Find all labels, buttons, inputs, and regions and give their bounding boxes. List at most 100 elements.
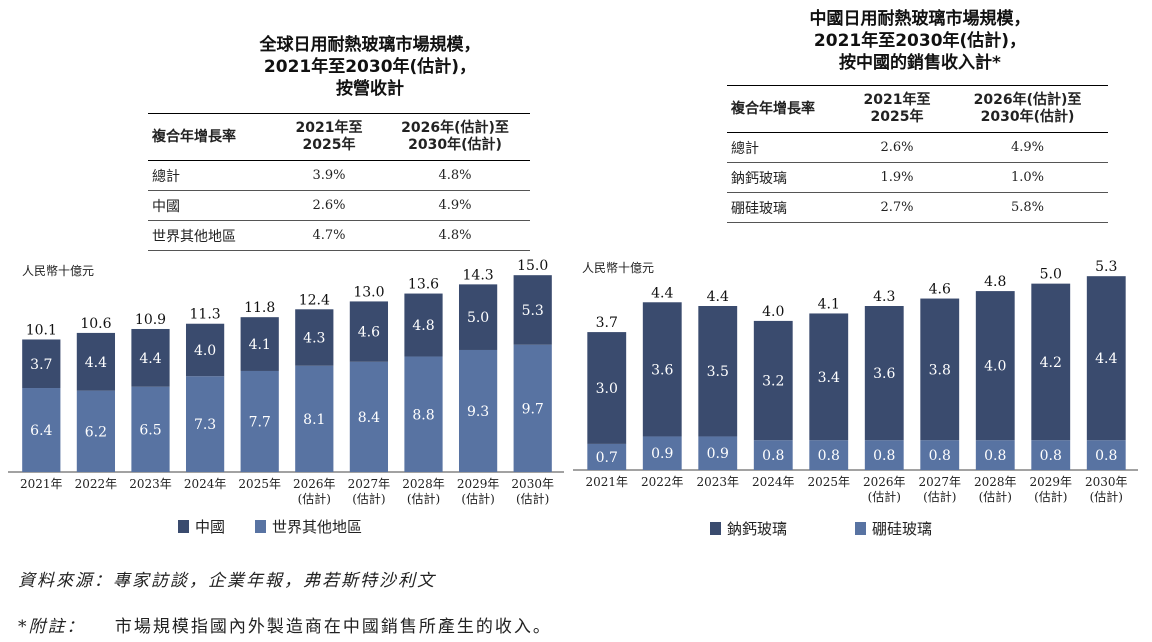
- total-label: 4.1: [818, 296, 840, 312]
- bar-segment-top: [1031, 283, 1071, 441]
- bar-segment-top: [22, 339, 61, 389]
- right-unit-label: 人民幣十億元: [582, 261, 655, 275]
- table-row: 硼硅玻璃 2.7% 5.8%: [727, 193, 1108, 223]
- legend-item-china: 中國: [178, 516, 225, 537]
- bar-segment-top: [864, 306, 904, 441]
- table-row: 鈉鈣玻璃 1.9% 1.0%: [727, 163, 1108, 193]
- data-label: 8.4: [358, 410, 380, 426]
- table-cell: 1.0%: [1010, 170, 1045, 185]
- data-label: 4.4: [1095, 351, 1117, 367]
- x-tick-label: 2024年: [184, 477, 227, 491]
- total-label: 10.9: [135, 312, 166, 328]
- data-label: 7.7: [249, 414, 271, 430]
- legend-label: 世界其他地區: [272, 518, 363, 536]
- data-label: 6.4: [30, 423, 52, 439]
- total-label: 4.6: [929, 282, 951, 298]
- legend-item-rest-of-world: 世界其他地區: [255, 516, 362, 537]
- x-tick-label: (估計): [868, 489, 901, 504]
- data-label: 3.6: [873, 366, 895, 382]
- x-tick-label: 2030年: [1085, 475, 1128, 489]
- legend-item-borosilicate: 硼硅玻璃: [855, 518, 932, 539]
- total-label: 12.4: [299, 292, 330, 308]
- right-title-line-2: 2021年至2030年(估計)，: [813, 31, 1027, 51]
- data-label: 4.0: [984, 359, 1006, 375]
- x-tick-label: (估計): [461, 491, 494, 506]
- legend-label: 中國: [195, 518, 226, 536]
- table-cell: 4.8%: [438, 228, 472, 243]
- total-label: 4.8: [984, 274, 1006, 290]
- x-tick-label: (估計): [516, 491, 549, 506]
- total-label: 11.8: [244, 300, 275, 316]
- data-label: 0.9: [707, 446, 729, 462]
- total-label: 10.1: [26, 322, 57, 338]
- table-cell: 5.8%: [1010, 200, 1045, 215]
- bar-segment-top: [753, 320, 793, 441]
- x-tick-label: 2022年: [75, 477, 118, 491]
- data-label: 4.2: [1040, 355, 1062, 371]
- bar-segment-top: [920, 298, 960, 441]
- data-label: 8.1: [303, 412, 325, 428]
- x-tick-label: 2023年: [129, 477, 172, 491]
- bar-segment-top: [642, 302, 682, 437]
- x-tick-label: (估計): [298, 491, 331, 506]
- table-cell: 鈉鈣玻璃: [731, 170, 787, 187]
- source-note: 資料來源：專家訪談，企業年報，弗若斯特沙利文: [18, 571, 436, 591]
- data-label: 0.7: [596, 450, 618, 466]
- table-cell: 中國: [152, 198, 180, 215]
- x-tick-label: (估計): [979, 489, 1012, 504]
- total-label: 13.0: [353, 284, 384, 300]
- table-header-cell: 2021年至 2025年: [295, 120, 363, 153]
- bar-segment-top: [1086, 276, 1126, 441]
- data-label: 9.7: [522, 401, 544, 417]
- bar-segment-top: [513, 275, 552, 345]
- total-label: 11.3: [190, 307, 221, 323]
- bar-segment-bottom: [513, 344, 552, 472]
- data-label: 4.8: [412, 318, 434, 334]
- x-tick-label: (估計): [407, 491, 440, 506]
- legend-item-soda-lime: 鈉鈣玻璃: [710, 518, 787, 539]
- bar-segment-top: [295, 309, 334, 366]
- bar-segment-bottom: [458, 349, 498, 472]
- legend-swatch-dark: [178, 520, 189, 533]
- total-label: 13.6: [408, 277, 439, 293]
- x-tick-label: 2029年: [1029, 475, 1072, 489]
- bar-segment-top: [240, 317, 279, 371]
- data-label: 4.4: [139, 351, 161, 367]
- bar-segment-bottom: [920, 440, 960, 470]
- data-label: 0.8: [873, 448, 895, 464]
- right-cagr-table: 複合年增長率 2021年至 2025年 2026年(估計)至 2030年(估計) 總…: [727, 85, 1108, 223]
- right-chart-title: 中國日用耐熱玻璃市場規模， 2021年至2030年(估計)， 按中國的銷售收入計…: [700, 8, 1140, 74]
- table-cell: 4.7%: [312, 228, 346, 243]
- table-cell: 硼硅玻璃: [731, 200, 787, 217]
- x-tick-label: 2029年: [457, 477, 500, 491]
- data-label: 3.0: [596, 381, 618, 397]
- bar-segment-bottom: [809, 440, 849, 470]
- x-tick-label: (估計): [352, 491, 385, 506]
- data-label: 0.8: [984, 448, 1006, 464]
- data-label: 4.4: [85, 355, 107, 371]
- left-cagr-table: 複合年增長率 2021年至 2025年 2026年(估計)至 2030年(估計) 總…: [148, 113, 530, 251]
- x-tick-label: 2030年: [511, 477, 554, 491]
- table-row: 中國 2.6% 4.9%: [148, 191, 530, 221]
- total-label: 4.4: [651, 285, 673, 301]
- data-label: 7.3: [194, 417, 216, 433]
- table-cell: 2.6%: [312, 198, 346, 213]
- table-header-row: 複合年增長率 2021年至 2025年 2026年(估計)至 2030年(估計): [727, 85, 1108, 133]
- right-title-line-3: 按中國的銷售收入計*: [839, 53, 1001, 73]
- table-header-cell: 複合年增長率: [731, 100, 815, 117]
- total-label: 4.3: [873, 289, 895, 305]
- bar-segment-top: [349, 301, 389, 362]
- bar-segment-bottom: [975, 440, 1015, 470]
- table-cell: 4.8%: [438, 168, 472, 183]
- table-cell: 2.6%: [880, 140, 914, 155]
- footnote: *附註： 市場規模指國內外製造商在中國銷售所產生的收入。: [18, 612, 552, 637]
- total-label: 4.4: [707, 289, 729, 305]
- footnote-text: 市場規模指國內外製造商在中國銷售所產生的收入。: [114, 617, 552, 637]
- table-cell: 1.9%: [880, 170, 914, 185]
- table-cell: 2.7%: [880, 200, 914, 215]
- legend-label: 鈉鈣玻璃: [727, 520, 788, 538]
- left-unit-label: 人民幣十億元: [22, 264, 95, 278]
- data-label: 6.2: [85, 424, 107, 440]
- data-label: 0.8: [1040, 448, 1062, 464]
